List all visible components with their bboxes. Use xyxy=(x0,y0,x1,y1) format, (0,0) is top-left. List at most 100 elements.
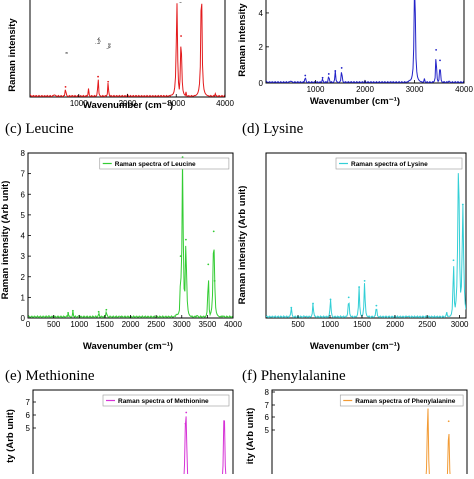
ylabel-c: Raman intensity (Arb unit) xyxy=(0,181,11,300)
peak-point-d-3 xyxy=(347,296,350,299)
peak-label-d-5: 1528.41, δₙₕ xyxy=(362,241,369,278)
xtick-label-d-5: 3000 xyxy=(451,320,469,329)
spectrum-line-e xyxy=(183,416,227,479)
ytick-label-c-0: 0 xyxy=(21,314,26,323)
peak-label-a-4: 3098.73, ν xyxy=(178,2,185,33)
xtick-label-a-0: 1000 xyxy=(70,99,88,108)
ytick-label-e-1: 6 xyxy=(26,411,31,420)
legend-box-c xyxy=(99,157,230,170)
legend-box-e xyxy=(102,394,230,407)
plot-frame-c xyxy=(27,152,234,319)
spectrum-line-f xyxy=(425,408,451,479)
legend-label-d: Raman spectra of Lysine xyxy=(351,161,428,168)
peak-point-c-7 xyxy=(207,263,210,266)
peak-point-c-8 xyxy=(212,230,215,233)
panel-heading-leucine: (c) Leucine xyxy=(5,121,74,137)
xlabel-b: Wavenumber (cm⁻¹) xyxy=(310,96,400,107)
xtick-label-d-2: 1500 xyxy=(353,320,371,329)
ytick-label-b-2: 2 xyxy=(259,43,264,52)
peak-label-c-2: 1379.03, δₑₕ xyxy=(96,272,103,309)
peak-point-e-0 xyxy=(184,422,187,425)
xtick-label-a-3: 4000 xyxy=(216,99,234,108)
xlabel-a: Wavenumber (cm⁻¹) xyxy=(83,100,173,111)
xtick-label-b-0: 1000 xyxy=(307,85,325,94)
peak-label-d-0: 392.02, δₑₑ xyxy=(288,272,295,305)
peak-point-e-1 xyxy=(185,411,188,414)
ytick-label-f-3: 5 xyxy=(265,426,270,435)
ytick-label-f-2: 6 xyxy=(265,413,270,422)
peak-label-c-0: 782.41, νₑₑ xyxy=(65,277,72,310)
ytick-label-e-2: 5 xyxy=(26,424,31,433)
ylabel-e: ty (Arb unit) xyxy=(5,409,16,463)
ytick-label-c-4: 4 xyxy=(21,232,26,241)
ylabel-f: ity (Arb unit) xyxy=(245,408,256,464)
xtick-label-c-2: 1000 xyxy=(70,320,88,329)
peak-label-d-7: 2906.17, νₑₕ xyxy=(451,221,458,257)
peak-point-b-0 xyxy=(304,74,307,77)
spectrum-line-a xyxy=(30,3,225,97)
peak-point-f-1 xyxy=(447,420,450,423)
peak-label-f-2: 23.73, νₑₕ xyxy=(291,453,298,474)
xlabel-d: Wavenumber (cm⁻¹) xyxy=(310,341,400,352)
peak-point-d-2 xyxy=(329,298,332,301)
ylabel-a: Raman intensity xyxy=(7,18,18,92)
peak-point-d-9 xyxy=(461,203,464,206)
xtick-label-c-6: 3000 xyxy=(173,320,191,329)
peak-label-b-5: 3436.4, νₙₕ xyxy=(433,14,440,47)
peak-point-a-0 xyxy=(64,85,67,88)
peak-label-a-2: 1602.72, νₑₑ xyxy=(105,43,112,79)
peak-label-c-1: 875.95, δₑₕ xyxy=(70,275,77,308)
peak-point-d-0 xyxy=(290,306,293,309)
panel-heading-methionine: (e) Methionine xyxy=(5,368,95,384)
spectrum-line-d xyxy=(266,173,466,318)
xtick-label-c-1: 500 xyxy=(47,320,61,329)
peak-label-a-1: 1396.21, δₒₕ xyxy=(95,37,102,74)
xtick-label-d-4: 2500 xyxy=(418,320,436,329)
spectrum-line-c xyxy=(28,157,233,318)
legend-label-f: Raman spectra of Phenylalanine xyxy=(355,398,455,405)
peak-label-f-3: 77, νₙₕ xyxy=(300,462,307,474)
peak-label-c-7: 3517.21, νₙₕ xyxy=(205,225,212,261)
xtick-label-a-1: 2000 xyxy=(119,99,137,108)
peak-label-c-8: 3623.54, νₒₕ xyxy=(211,192,218,228)
ytick-label-c-6: 6 xyxy=(21,190,26,199)
peak-label-e-3: 3823.06, νₒₕ xyxy=(61,446,68,474)
ytick-label-f-0: 8 xyxy=(265,388,270,397)
peak-point-d-5 xyxy=(363,279,366,282)
peak-label-d-1: 728.97, νₑₑ xyxy=(310,268,317,301)
peak-point-b-4 xyxy=(340,67,343,69)
peak-label-c-3: 1528.85, δₙₕ xyxy=(103,270,110,307)
peak-label-d-3: 1281.97, δₑₕ xyxy=(346,258,353,295)
peak-point-c-3 xyxy=(105,308,108,311)
ytick-label-c-8: 8 xyxy=(21,149,26,158)
xtick-label-d-1: 1000 xyxy=(321,320,339,329)
chart-layer: 728.91, νₑₑ 1396.21, δₒₕ 1602.72, νₑₑ3012.… xyxy=(21,0,473,479)
peak-point-b-6 xyxy=(439,59,441,62)
chart-panel-d: 392.02, δₑₑ 728.97, νₑₑ 1000.04, δₑₕ 1281.9… xyxy=(265,152,469,329)
peak-label-b-2: 1268.41, δₑₕ xyxy=(326,34,333,71)
xtick-label-c-5: 2500 xyxy=(147,320,165,329)
peak-label-a-0: 728.91, νₑₑ xyxy=(63,51,70,84)
peak-label-b-4: 1528.86, δₑₕ xyxy=(339,28,346,65)
chart-panel-b: 793, νₑₑ 1143.7, δₑₕ 1268.41, δₑₕ 1399.62, … xyxy=(259,0,473,94)
peak-point-c-4 xyxy=(179,255,182,258)
peak-label-b-1: 1143.7, δₑₕ xyxy=(320,42,327,74)
peak-point-b-3 xyxy=(334,70,337,72)
ytick-label-b-3: 0 xyxy=(259,79,264,88)
xtick-label-c-0: 0 xyxy=(26,320,31,329)
ytick-label-c-5: 5 xyxy=(21,211,26,220)
peak-label-d-4: 1443.14, δₑₕ xyxy=(356,247,363,284)
peak-point-c-9 xyxy=(213,279,216,282)
peak-point-d-4 xyxy=(358,286,361,288)
xtick-label-b-2: 3000 xyxy=(406,85,424,94)
panel-heading-lysine: (d) Lysine xyxy=(242,121,304,137)
legend-box-f xyxy=(339,394,464,407)
peak-label-b-6: 3515.36, νₒₕ xyxy=(437,21,444,57)
xtick-label-b-3: 4000 xyxy=(455,85,473,94)
legend-label-c: Raman spectra of Leucine xyxy=(115,161,196,168)
xtick-label-c-8: 4000 xyxy=(224,320,242,329)
plot-frame-e xyxy=(32,389,234,479)
plot-frame-d xyxy=(265,152,467,319)
